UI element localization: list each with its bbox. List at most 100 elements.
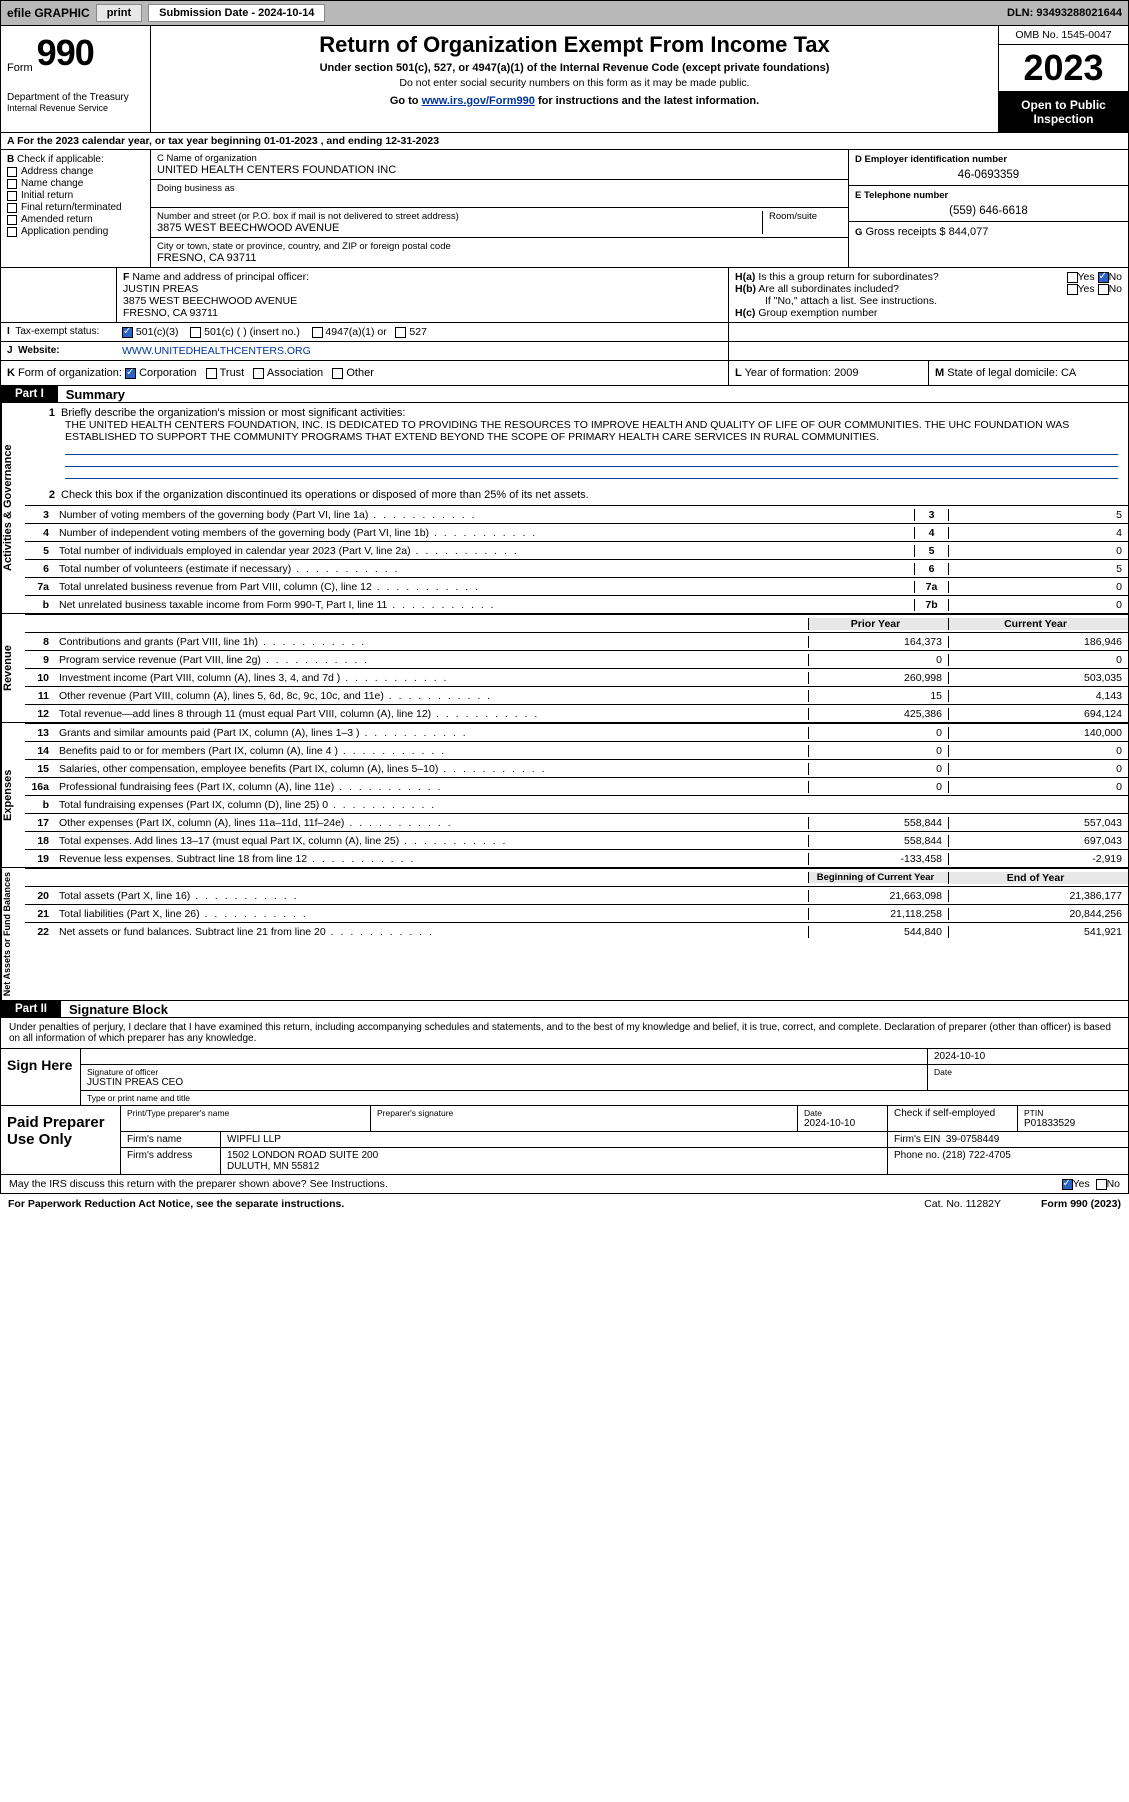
checkbox-discuss-yes[interactable]: [1062, 1179, 1073, 1190]
table-row: 5Total number of individuals employed in…: [25, 541, 1128, 559]
table-row: 13Grants and similar amounts paid (Part …: [25, 723, 1128, 741]
top-toolbar: efile GRAPHIC print Submission Date - 20…: [0, 0, 1129, 26]
table-row: 17Other expenses (Part IX, column (A), l…: [25, 813, 1128, 831]
part2-title: Signature Block: [61, 1002, 168, 1017]
mission-text: THE UNITED HEALTH CENTERS FOUNDATION, IN…: [65, 419, 1118, 443]
perjury-text: Under penalties of perjury, I declare th…: [1, 1018, 1128, 1048]
checkbox-name-change[interactable]: [7, 179, 17, 189]
goto-note: Go to www.irs.gov/Form990 for instructio…: [161, 95, 988, 107]
checkbox-discuss-no[interactable]: [1096, 1179, 1107, 1190]
checkbox-assoc[interactable]: [253, 368, 264, 379]
main-title: Return of Organization Exempt From Incom…: [161, 32, 988, 58]
efile-label: efile GRAPHIC: [7, 6, 90, 20]
city: FRESNO, CA 93711: [157, 252, 842, 264]
checkbox-hb-yes[interactable]: [1067, 284, 1078, 295]
form-number: 990: [37, 32, 94, 74]
state-domicile: State of legal domicile: CA: [944, 367, 1076, 379]
officer-signed-name: JUSTIN PREAS CEO: [87, 1077, 921, 1088]
form-ref: Form 990 (2023): [1041, 1198, 1121, 1210]
header-end-year: End of Year: [948, 872, 1128, 884]
tax-year-line: A For the 2023 calendar year, or tax yea…: [0, 133, 1129, 150]
entity-block: B Check if applicable: Address change Na…: [0, 150, 1129, 268]
form-word: Form: [7, 62, 33, 74]
dept-treasury: Department of the Treasury: [7, 92, 144, 103]
tax-year: 2023: [999, 45, 1128, 92]
website-value[interactable]: WWW.UNITEDHEALTHCENTERS.ORG: [122, 345, 311, 357]
firm-addr1: 1502 LONDON ROAD SUITE 200: [227, 1150, 881, 1161]
cat-no: Cat. No. 11282Y: [924, 1198, 1001, 1210]
firm-name: WIPFLI LLP: [221, 1132, 888, 1147]
table-row: 19Revenue less expenses. Subtract line 1…: [25, 849, 1128, 867]
checkbox-hb-no[interactable]: [1098, 284, 1109, 295]
side-label-netassets: Net Assets or Fund Balances: [1, 868, 25, 1000]
officer-addr2: FRESNO, CA 93711: [123, 307, 218, 319]
ptin-value: P01833529: [1024, 1118, 1122, 1129]
gross-receipts: Gross receipts $ 844,077: [862, 226, 988, 238]
table-row: 12Total revenue—add lines 8 through 11 (…: [25, 704, 1128, 722]
subtitle: Under section 501(c), 527, or 4947(a)(1)…: [161, 62, 988, 74]
checkbox-app-pending[interactable]: [7, 227, 17, 237]
ein-value: 46-0693359: [855, 169, 1122, 181]
table-row: 22Net assets or fund balances. Subtract …: [25, 922, 1128, 940]
discuss-text: May the IRS discuss this return with the…: [9, 1178, 388, 1190]
firm-addr2: DULUTH, MN 55812: [227, 1161, 881, 1172]
open-to-public: Open to Public Inspection: [999, 92, 1128, 132]
table-row: 15Salaries, other compensation, employee…: [25, 759, 1128, 777]
table-row: 4Number of independent voting members of…: [25, 523, 1128, 541]
dba-label: Doing business as: [157, 183, 842, 194]
ssn-note: Do not enter social security numbers on …: [161, 77, 988, 89]
checkbox-527[interactable]: [395, 327, 406, 338]
checkbox-initial-return[interactable]: [7, 191, 17, 201]
table-row: 16aProfessional fundraising fees (Part I…: [25, 777, 1128, 795]
checkbox-corp[interactable]: [125, 368, 136, 379]
table-row: 20Total assets (Part X, line 16)21,663,0…: [25, 886, 1128, 904]
table-row: 7aTotal unrelated business revenue from …: [25, 577, 1128, 595]
paid-preparer-label: Paid Preparer Use Only: [1, 1106, 121, 1174]
preparer-date: 2024-10-10: [804, 1118, 881, 1129]
group-exemption: Group exemption number: [755, 307, 877, 319]
checkbox-other[interactable]: [332, 368, 343, 379]
checkbox-ha-yes[interactable]: [1067, 272, 1078, 283]
checkbox-501c3[interactable]: [122, 327, 133, 338]
print-button[interactable]: print: [96, 4, 142, 22]
phone-value: (559) 646-6618: [855, 205, 1122, 217]
org-name-label: C Name of organization: [157, 153, 842, 164]
table-row: 6Total number of volunteers (estimate if…: [25, 559, 1128, 577]
irs-label: Internal Revenue Service: [7, 103, 144, 113]
dln-number: DLN: 93493288021644: [1007, 7, 1122, 19]
officer-name: JUSTIN PREAS: [123, 283, 198, 295]
firm-phone: (218) 722-4705: [942, 1150, 1010, 1161]
irs-link[interactable]: www.irs.gov/Form990: [422, 95, 535, 107]
checkbox-4947[interactable]: [312, 327, 323, 338]
checkbox-ha-no[interactable]: [1098, 272, 1109, 283]
org-name: UNITED HEALTH CENTERS FOUNDATION INC: [157, 164, 842, 176]
part1-header: Part I Summary: [0, 386, 1129, 403]
header-prior-year: Prior Year: [808, 618, 948, 630]
part1-label: Part I: [1, 386, 58, 402]
checkbox-final-return[interactable]: [7, 203, 17, 213]
header-current-year: Current Year: [948, 618, 1128, 630]
hb-ifno: If "No," attach a list. See instructions…: [735, 295, 1122, 307]
sign-here-label: Sign Here: [1, 1049, 81, 1105]
table-row: bNet unrelated business taxable income f…: [25, 595, 1128, 613]
checkbox-address-change[interactable]: [7, 167, 17, 177]
lines-f-h: F Name and address of principal officer:…: [0, 268, 1129, 361]
side-label-expenses: Expenses: [1, 723, 25, 867]
checkbox-amended[interactable]: [7, 215, 17, 225]
form-header: Form 990 Department of the Treasury Inte…: [0, 26, 1129, 133]
ein-label: D Employer identification number: [855, 154, 1122, 165]
street-label: Number and street (or P.O. box if mail i…: [157, 211, 762, 222]
part1-title: Summary: [58, 387, 125, 402]
city-label: City or town, state or province, country…: [157, 241, 842, 252]
year-formation: Year of formation: 2009: [742, 367, 859, 379]
paperwork-notice: For Paperwork Reduction Act Notice, see …: [8, 1198, 344, 1210]
side-label-governance: Activities & Governance: [1, 403, 25, 613]
table-row: 18Total expenses. Add lines 13–17 (must …: [25, 831, 1128, 849]
checkbox-501c[interactable]: [190, 327, 201, 338]
street: 3875 WEST BEECHWOOD AVENUE: [157, 222, 762, 234]
checkbox-trust[interactable]: [206, 368, 217, 379]
submission-date: Submission Date - 2024-10-14: [148, 4, 325, 22]
table-row: 11Other revenue (Part VIII, column (A), …: [25, 686, 1128, 704]
part2-label: Part II: [1, 1001, 61, 1017]
room-label: Room/suite: [769, 211, 842, 222]
